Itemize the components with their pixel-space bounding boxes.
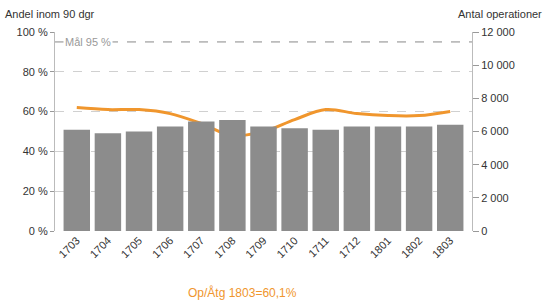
svg-text:8 000: 8 000 <box>481 92 509 104</box>
svg-text:1802: 1802 <box>399 234 425 260</box>
svg-text:1707: 1707 <box>181 234 207 260</box>
svg-text:0 %: 0 % <box>29 225 48 237</box>
svg-text:10 000: 10 000 <box>481 59 515 71</box>
svg-text:Antal operationer: Antal operationer <box>458 8 542 20</box>
svg-text:1712: 1712 <box>336 234 362 260</box>
svg-text:4 000: 4 000 <box>481 159 509 171</box>
svg-text:1803: 1803 <box>430 234 456 260</box>
svg-text:1711: 1711 <box>306 234 331 259</box>
svg-text:80 %: 80 % <box>23 66 48 78</box>
svg-text:Op/Åtg 1803=60,1%: Op/Åtg 1803=60,1% <box>188 285 297 300</box>
svg-text:60 %: 60 % <box>23 105 48 117</box>
svg-text:1710: 1710 <box>274 234 300 260</box>
svg-text:1708: 1708 <box>212 234 238 260</box>
svg-text:12 000: 12 000 <box>481 26 515 38</box>
svg-text:Mål 95 %: Mål 95 % <box>65 36 111 48</box>
svg-text:6 000: 6 000 <box>481 125 509 137</box>
svg-text:0: 0 <box>481 225 487 237</box>
svg-text:Andel inom 90 dgr: Andel inom 90 dgr <box>5 8 95 20</box>
svg-text:1703: 1703 <box>56 234 82 260</box>
svg-text:1704: 1704 <box>87 234 113 260</box>
svg-text:1706: 1706 <box>150 234 176 260</box>
svg-text:20 %: 20 % <box>23 185 48 197</box>
svg-text:40 %: 40 % <box>23 145 48 157</box>
svg-text:100 %: 100 % <box>17 26 48 38</box>
svg-text:2 000: 2 000 <box>481 192 509 204</box>
svg-text:1705: 1705 <box>119 234 145 260</box>
svg-text:1801: 1801 <box>367 234 393 260</box>
svg-text:1709: 1709 <box>243 234 269 260</box>
